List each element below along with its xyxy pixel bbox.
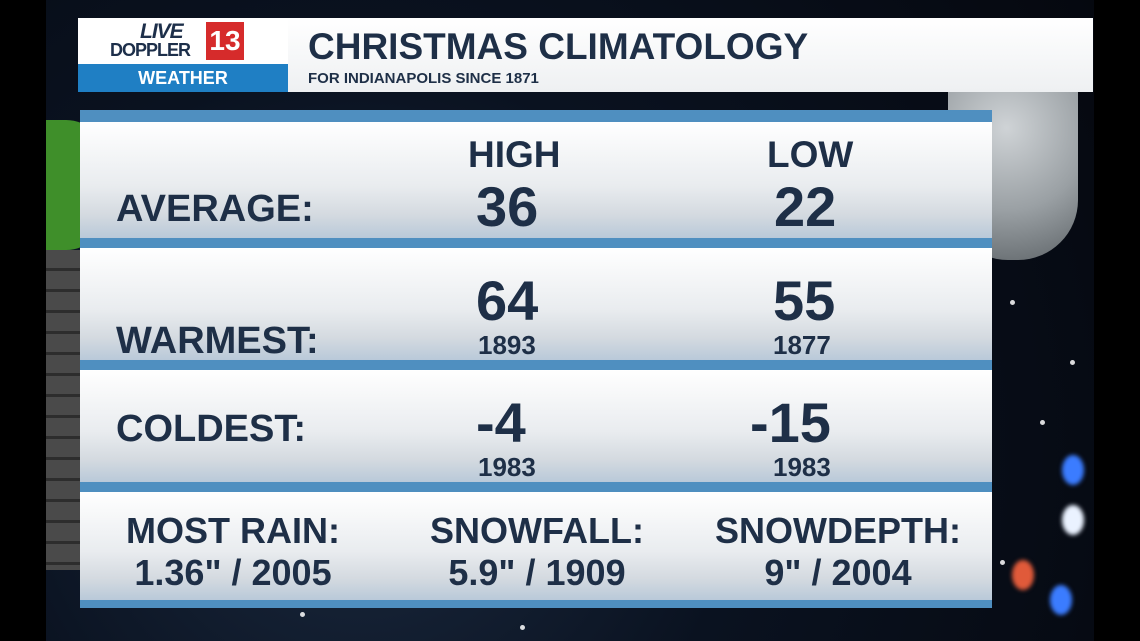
snowfall-record-value: 5.9" / 1909 [448, 552, 626, 593]
climatology-board: HIGH LOW AVERAGE: 36 22 64 1893 55 1877 … [80, 98, 992, 608]
rain-record: MOST RAIN: 1.36" / 2005 [98, 510, 368, 594]
logo-live-text: LIVE [140, 20, 184, 43]
average-label: AVERAGE: [116, 188, 314, 230]
warmest-low-value: 55 [773, 269, 836, 332]
header: LIVE DOPPLER 13 WEATHER CHRISTMAS CLIMAT… [78, 18, 1093, 92]
snowflake [1010, 300, 1015, 305]
coldest-row: COLDEST: -4 1983 -15 1983 [80, 370, 992, 482]
snowfall-record: SNOWFALL: 5.9" / 1909 [392, 510, 682, 594]
average-low-value: 22 [774, 175, 837, 238]
warmest-low-year: 1877 [773, 330, 831, 360]
snowflake [300, 612, 305, 617]
page-subtitle: FOR INDIANAPOLIS SINCE 1871 [308, 70, 539, 87]
logo-plate: LIVE DOPPLER 13 [78, 18, 288, 64]
average-high-value: 36 [476, 175, 539, 238]
logo-doppler-text: DOPPLER [110, 40, 191, 60]
high-column-header: HIGH [468, 134, 561, 175]
snowflake [1070, 360, 1075, 365]
snowflake [1040, 420, 1045, 425]
snowfall-record-label: SNOWFALL: [430, 510, 644, 551]
warmest-high-value: 64 [476, 269, 539, 332]
divider-band [80, 600, 992, 608]
low-column-header: LOW [767, 134, 854, 175]
warmest-high-year: 1893 [478, 330, 536, 360]
station-logo: LIVE DOPPLER 13 WEATHER [78, 18, 288, 92]
letterbox-left [0, 0, 46, 641]
title-box: CHRISTMAS CLIMATOLOGY FOR INDIANAPOLIS S… [288, 18, 1093, 92]
coldest-label: COLDEST: [116, 408, 306, 450]
weather-section-label: WEATHER [78, 64, 288, 92]
warmest-row: 64 1893 55 1877 WARMEST: [80, 248, 992, 362]
average-row: HIGH LOW AVERAGE: 36 22 [80, 122, 992, 238]
rain-record-label: MOST RAIN: [126, 510, 340, 551]
divider-band [80, 238, 992, 248]
warmest-label: WARMEST: [116, 320, 319, 362]
rain-record-value: 1.36" / 2005 [134, 552, 332, 593]
divider-band [80, 110, 992, 122]
divider-band [80, 482, 992, 492]
string-light [1050, 585, 1072, 615]
page-title: CHRISTMAS CLIMATOLOGY [308, 26, 809, 67]
coldest-high-value: -4 [476, 391, 526, 454]
snowflake [1000, 560, 1005, 565]
string-light [1062, 505, 1084, 535]
letterbox-right [1094, 0, 1140, 641]
roof-decoration [46, 250, 86, 570]
string-light [1062, 455, 1084, 485]
snowflake [520, 625, 525, 630]
coldest-high-year: 1983 [478, 452, 536, 482]
coldest-low-year: 1983 [773, 452, 831, 482]
records-row: MOST RAIN: 1.36" / 2005 SNOWFALL: 5.9" /… [80, 492, 992, 600]
snowdepth-record-value: 9" / 2004 [764, 552, 912, 593]
coldest-low-value: -15 [750, 391, 831, 454]
snowdepth-record-label: SNOWDEPTH: [715, 510, 961, 551]
divider-band [80, 360, 992, 370]
snowdepth-record: SNOWDEPTH: 9" / 2004 [692, 510, 984, 594]
logo-channel-number: 13 [206, 22, 244, 60]
string-light [1012, 560, 1034, 590]
